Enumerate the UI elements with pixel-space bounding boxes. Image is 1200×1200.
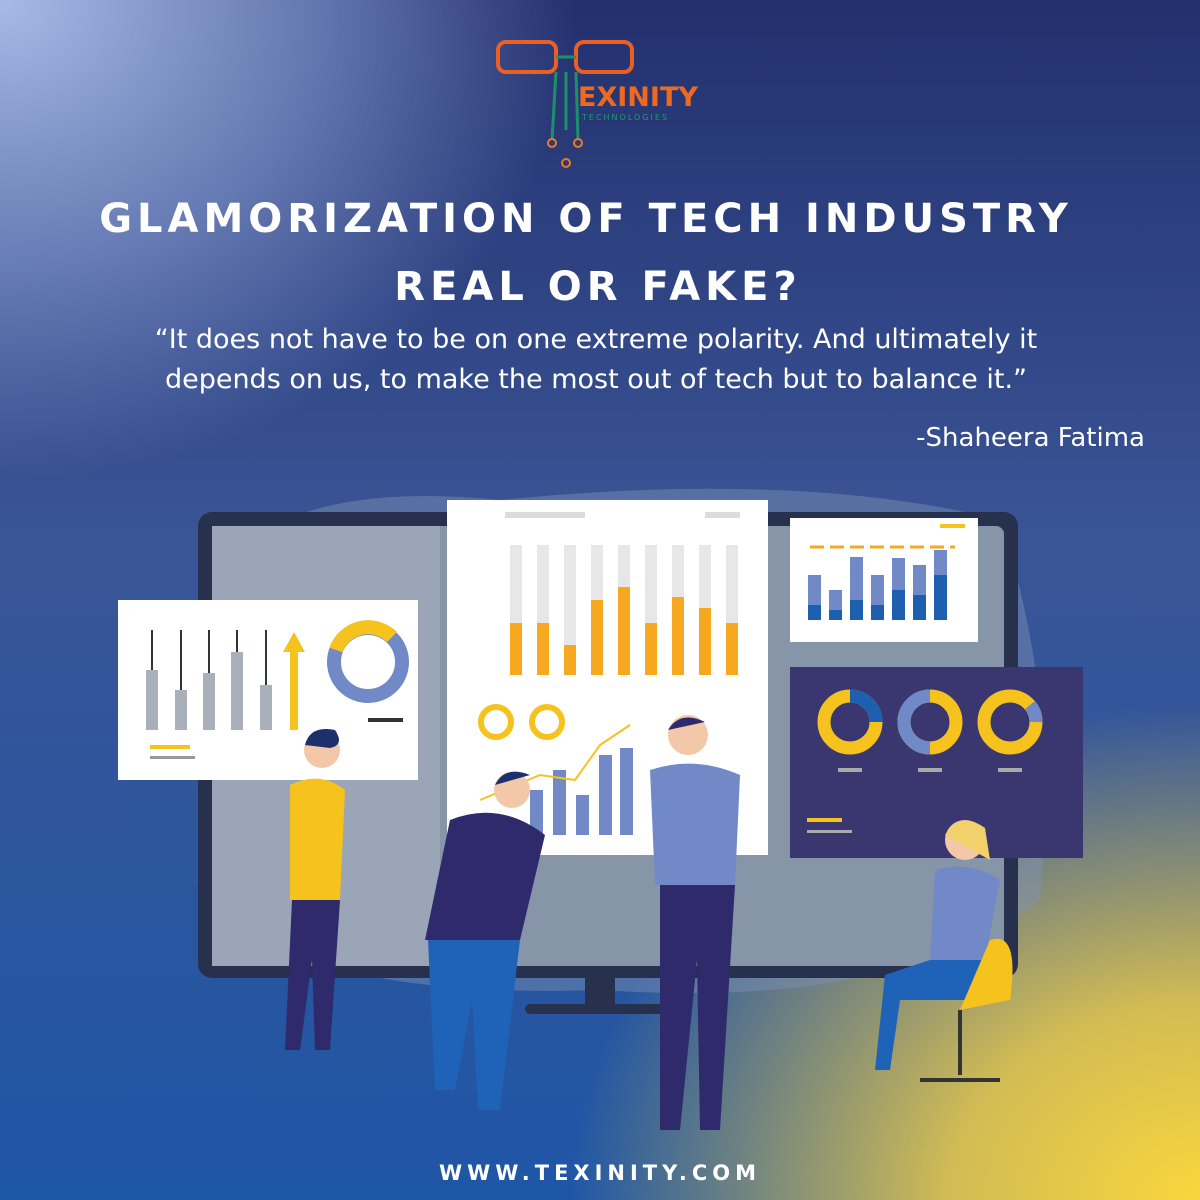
illustration-circle <box>529 704 565 740</box>
illustration-g-path <box>945 820 990 860</box>
illustration-rect <box>940 524 965 528</box>
illustration-g-path <box>960 938 1013 1010</box>
illustration-circle <box>478 704 514 740</box>
illustration-rect <box>585 966 615 1006</box>
quote-line: “It does not have to be on one extreme p… <box>155 324 1037 355</box>
illustration-g-rect <box>510 623 522 675</box>
illustration-g-path <box>428 940 520 1110</box>
illustration-rect <box>505 512 585 518</box>
illustration-g-rect <box>564 645 576 675</box>
illustration-g-rect <box>645 623 657 675</box>
illustration-rect <box>150 745 190 749</box>
illustration-g-rect <box>260 685 272 730</box>
illustration-g-path <box>285 900 340 1050</box>
illustration-g <box>425 771 545 1110</box>
illustration-g-rect <box>829 610 842 620</box>
logo-circle <box>561 158 571 168</box>
illustration-g <box>808 575 947 620</box>
logo-circle <box>573 138 583 148</box>
illustration-g-rect <box>530 790 543 835</box>
quote-author: -Shaheera Fatima <box>916 423 1145 453</box>
illustration-g-path <box>290 778 345 900</box>
illustration-rect <box>525 1004 675 1014</box>
illustration-g-path <box>875 960 990 1070</box>
illustration-g-rect <box>871 605 884 620</box>
illustration-g-rect <box>146 670 158 730</box>
logo-rect <box>574 40 634 74</box>
logo-path <box>550 55 580 141</box>
illustration-path <box>329 620 397 653</box>
logo-tagline: TECHNOLOGIES <box>581 113 669 122</box>
illustration-g <box>530 748 633 835</box>
illustration-g-path <box>425 812 545 940</box>
illustration-rect <box>290 650 298 730</box>
illustration-g-rect <box>537 623 549 675</box>
illustration-g-path <box>930 866 1000 960</box>
illustration-g-rect <box>231 652 243 730</box>
illustration-g <box>146 652 272 730</box>
illustration-g-path <box>660 885 735 1130</box>
illustration-g-rect <box>934 575 947 620</box>
illustration <box>118 488 1083 1130</box>
quote-line: depends on us, to make the most out of t… <box>165 364 1027 395</box>
footer-url: WWW.TEXINITY.COM <box>439 1161 761 1185</box>
illustration-rect <box>838 768 862 772</box>
illustration-g-rect <box>726 623 738 675</box>
illustration-rect <box>807 830 852 833</box>
logo: EXINITY TECHNOLOGIES <box>496 40 698 168</box>
logo-circle <box>547 138 557 148</box>
illustration-g <box>650 715 740 1130</box>
illustration-path <box>1024 700 1043 723</box>
illustration-g-rect <box>175 690 187 730</box>
illustration-rect <box>998 768 1022 772</box>
illustration-g-rect <box>591 600 603 675</box>
illustration-g-rect <box>699 608 711 675</box>
illustration-g-path <box>305 729 339 748</box>
illustration-g <box>285 729 345 1050</box>
illustration-rect <box>705 512 740 518</box>
illustration-g <box>875 820 1013 1082</box>
illustration-g-rect <box>892 590 905 620</box>
illustration-g-path <box>668 717 705 730</box>
illustration-g-rect <box>620 748 633 835</box>
illustration-g-path <box>495 771 530 785</box>
illustration-g-rect <box>850 600 863 620</box>
illustration-path <box>283 632 305 652</box>
illustration-rect <box>807 818 842 822</box>
illustration-g-rect <box>913 595 926 620</box>
illustration-g-rect <box>553 770 566 835</box>
illustration-g-path <box>920 1010 1000 1082</box>
illustration-g <box>510 587 738 675</box>
illustration-g-rect <box>808 605 821 620</box>
illustration-g-rect <box>576 795 589 835</box>
illustration-g-rect <box>618 587 630 675</box>
logo-rect <box>496 40 558 74</box>
illustration-rect <box>150 756 195 759</box>
illustration-g-rect <box>672 597 684 675</box>
illustration-path <box>897 689 931 755</box>
illustration-rect <box>918 768 942 772</box>
illustration-g-rect <box>203 673 215 730</box>
headline: REAL OR FAKE? <box>394 264 801 310</box>
headline: GLAMORIZATION OF TECH INDUSTRY <box>99 196 1073 242</box>
logo-name: EXINITY <box>578 82 698 113</box>
illustration-rect <box>368 718 403 722</box>
illustration-g-rect <box>599 755 612 835</box>
illustration-g-path <box>650 763 740 885</box>
illustration-g-rect <box>564 545 576 675</box>
illustration-path <box>849 689 883 723</box>
